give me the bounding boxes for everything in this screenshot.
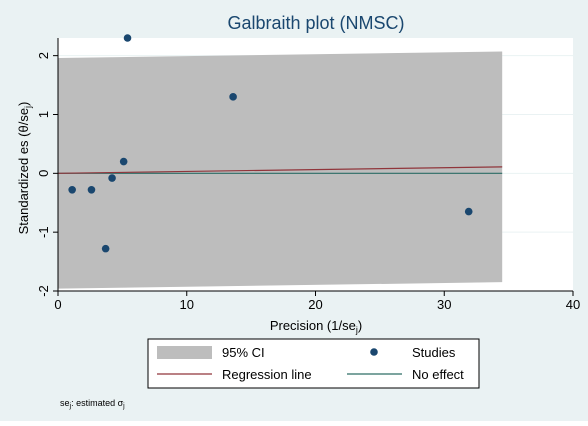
y-tick-label: -1	[36, 226, 51, 238]
legend-noeffect-label: No effect	[412, 367, 464, 382]
y-axis-ticks: -2 -1 0 1 2	[36, 52, 58, 297]
x-axis-label-main: Precision (1/se	[270, 318, 356, 333]
regression-line	[57, 166, 503, 174]
study-point	[119, 157, 128, 166]
study-point	[101, 244, 110, 253]
y-axis-label-main: Standardized es (θ/se	[16, 108, 31, 234]
study-point	[123, 34, 132, 42]
footnote: sej: estimated σj	[60, 398, 125, 410]
footnote-sub: j	[69, 403, 72, 410]
legend-ci-label: 95% CI	[222, 345, 265, 360]
y-tick-label: -2	[36, 285, 51, 297]
y-tick-label: 1	[36, 111, 51, 118]
y-axis-label-sub: j	[23, 106, 33, 109]
y-axis-label: Standardized es (θ/sej)	[16, 102, 33, 235]
study-point	[68, 186, 76, 194]
legend: 95% CI Studies Regression line No effect	[147, 338, 480, 389]
legend-ci-swatch	[157, 346, 212, 359]
x-tick-label: 0	[54, 297, 61, 312]
legend-studies-marker	[370, 348, 378, 356]
footnote-sub2: j	[122, 403, 125, 410]
x-tick-label: 40	[566, 297, 580, 312]
x-axis-label-sub: j	[355, 325, 358, 335]
study-point	[108, 174, 116, 182]
x-tick-label: 20	[308, 297, 322, 312]
y-tick-label: 2	[36, 52, 51, 59]
footnote-prefix: se	[60, 398, 70, 408]
x-axis-ticks: 0 10 20 30 40	[54, 291, 580, 312]
study-point	[464, 207, 473, 216]
legend-studies-label: Studies	[412, 345, 456, 360]
x-tick-label: 10	[180, 297, 194, 312]
study-point	[87, 186, 96, 194]
y-axis-label-close: )	[16, 102, 31, 106]
x-axis-label: Precision (1/sej)	[270, 318, 362, 335]
study-points	[68, 34, 473, 253]
y-tick-label: 0	[36, 170, 51, 177]
x-tick-label: 30	[437, 297, 451, 312]
study-point	[229, 93, 237, 101]
footnote-mid: : estimated σ	[71, 398, 124, 408]
legend-regression-label: Regression line	[222, 367, 312, 382]
x-axis-label-close: )	[358, 318, 362, 333]
chart-title: Galbraith plot (NMSC)	[227, 13, 404, 33]
